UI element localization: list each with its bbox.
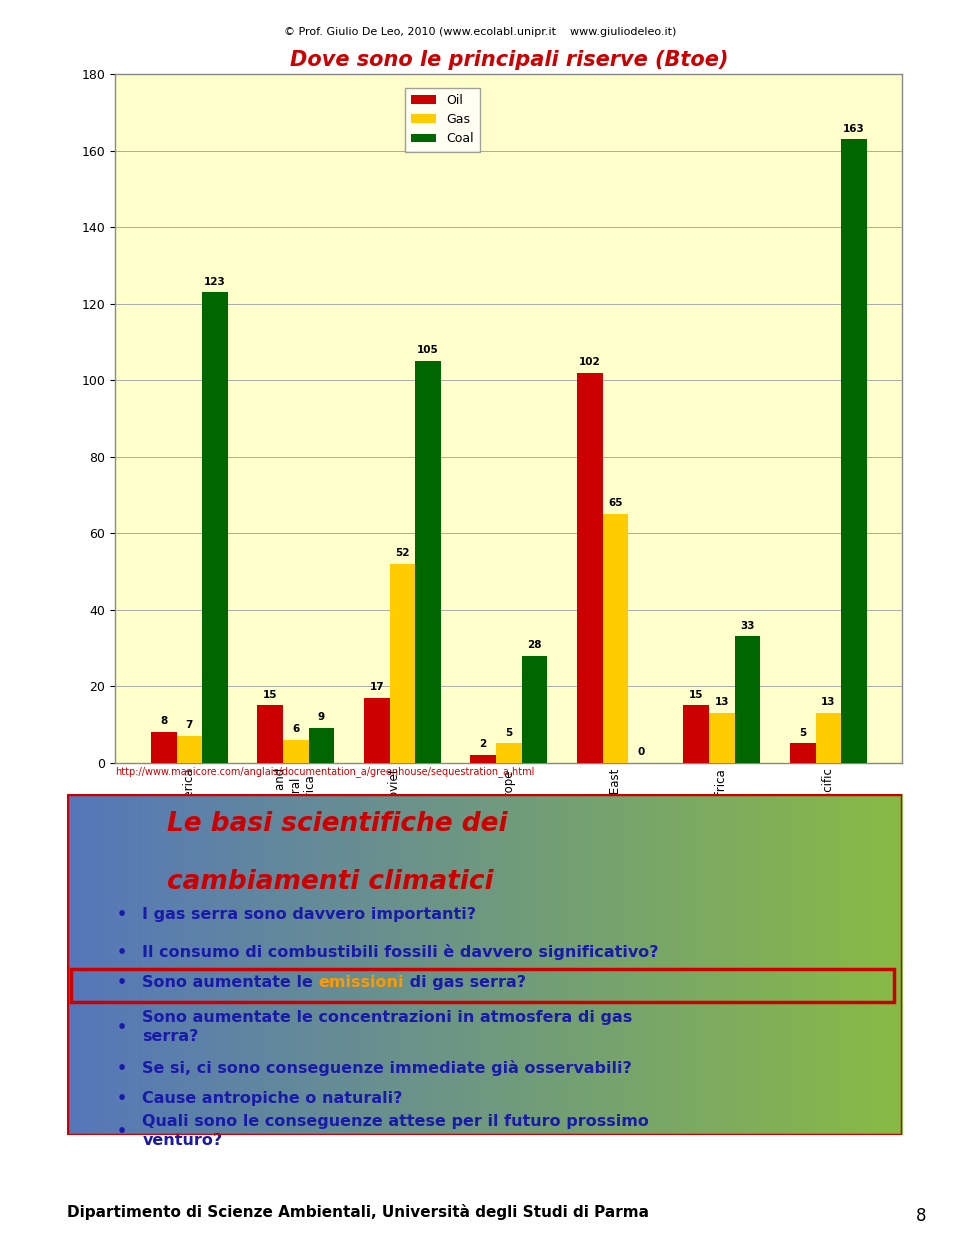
Text: I gas serra sono davvero importanti?: I gas serra sono davvero importanti? [142,908,476,923]
Bar [709,713,734,763]
Text: emissioni: emissioni [319,975,404,990]
Bar [283,739,308,763]
Text: 8: 8 [916,1207,926,1225]
Text: 123: 123 [204,277,226,286]
Text: http://www.manicore.com/anglais/documentation_a/greenhouse/sequestration_a.html: http://www.manicore.com/anglais/document… [115,766,535,777]
Text: 28: 28 [527,640,541,650]
Bar [364,698,390,763]
Text: •: • [116,1060,127,1075]
Bar [603,515,628,763]
Text: 5: 5 [799,728,806,738]
Bar [521,656,547,763]
Bar [390,564,415,763]
Bar [790,744,815,763]
Text: Cause antropiche o naturali?: Cause antropiche o naturali? [142,1091,403,1106]
Text: 7: 7 [185,720,193,730]
Bar [684,706,709,763]
Text: Se si, ci sono conseguenze immediate già osservabili?: Se si, ci sono conseguenze immediate già… [142,1060,632,1076]
Text: •: • [116,1123,127,1138]
Text: 105: 105 [417,346,439,356]
Text: Le basi scientifiche dei: Le basi scientifiche dei [167,811,508,837]
Text: 102: 102 [579,357,601,367]
Text: 8: 8 [160,717,167,727]
Bar [577,372,603,763]
Bar [177,735,203,763]
Text: Sono aumentate le concentrazioni in atmosfera di gas
serra?: Sono aumentate le concentrazioni in atmo… [142,1011,633,1044]
Text: 163: 163 [843,124,865,134]
Title: Dove sono le principali riserve (Btoe): Dove sono le principali riserve (Btoe) [290,50,728,71]
Text: 13: 13 [714,697,729,707]
Bar [841,139,867,763]
Text: 9: 9 [318,713,324,723]
Text: 52: 52 [396,548,410,558]
Text: •: • [116,945,127,960]
Text: •: • [116,975,127,990]
Text: 17: 17 [370,682,384,692]
Text: 2: 2 [480,739,487,749]
Text: 0: 0 [637,746,644,756]
Bar [151,732,177,763]
Text: 33: 33 [740,621,755,631]
Text: •: • [116,1091,127,1106]
Text: 6: 6 [292,724,300,734]
Text: •: • [116,908,127,923]
Bar [734,636,760,763]
Text: © Prof. Giulio De Leo, 2010 (www.ecolabl.unipr.it    www.giuliodeleo.it): © Prof. Giulio De Leo, 2010 (www.ecolabl… [284,26,676,37]
Text: Dipartimento di Scienze Ambientali, Università degli Studi di Parma: Dipartimento di Scienze Ambientali, Univ… [67,1204,649,1220]
Text: di gas serra?: di gas serra? [404,975,526,990]
Legend: Oil, Gas, Coal: Oil, Gas, Coal [405,88,480,151]
Bar [257,706,283,763]
Text: Il consumo di combustibili fossili è davvero significativo?: Il consumo di combustibili fossili è dav… [142,944,659,960]
Text: •: • [116,1019,127,1034]
Bar [470,755,496,763]
Bar [308,728,334,763]
Text: 15: 15 [263,689,277,699]
Bar [415,361,441,763]
Text: 65: 65 [608,498,622,508]
Text: 5: 5 [505,728,513,738]
Text: 13: 13 [821,697,835,707]
Text: Sono aumentate le: Sono aumentate le [142,975,319,990]
Text: 15: 15 [689,689,704,699]
Text: Quali sono le conseguenze attese per il futuro prossimo
venturo?: Quali sono le conseguenze attese per il … [142,1115,649,1148]
Bar [203,293,228,763]
Text: cambiamenti climatici: cambiamenti climatici [167,868,494,894]
Bar [496,744,521,763]
Bar [815,713,841,763]
